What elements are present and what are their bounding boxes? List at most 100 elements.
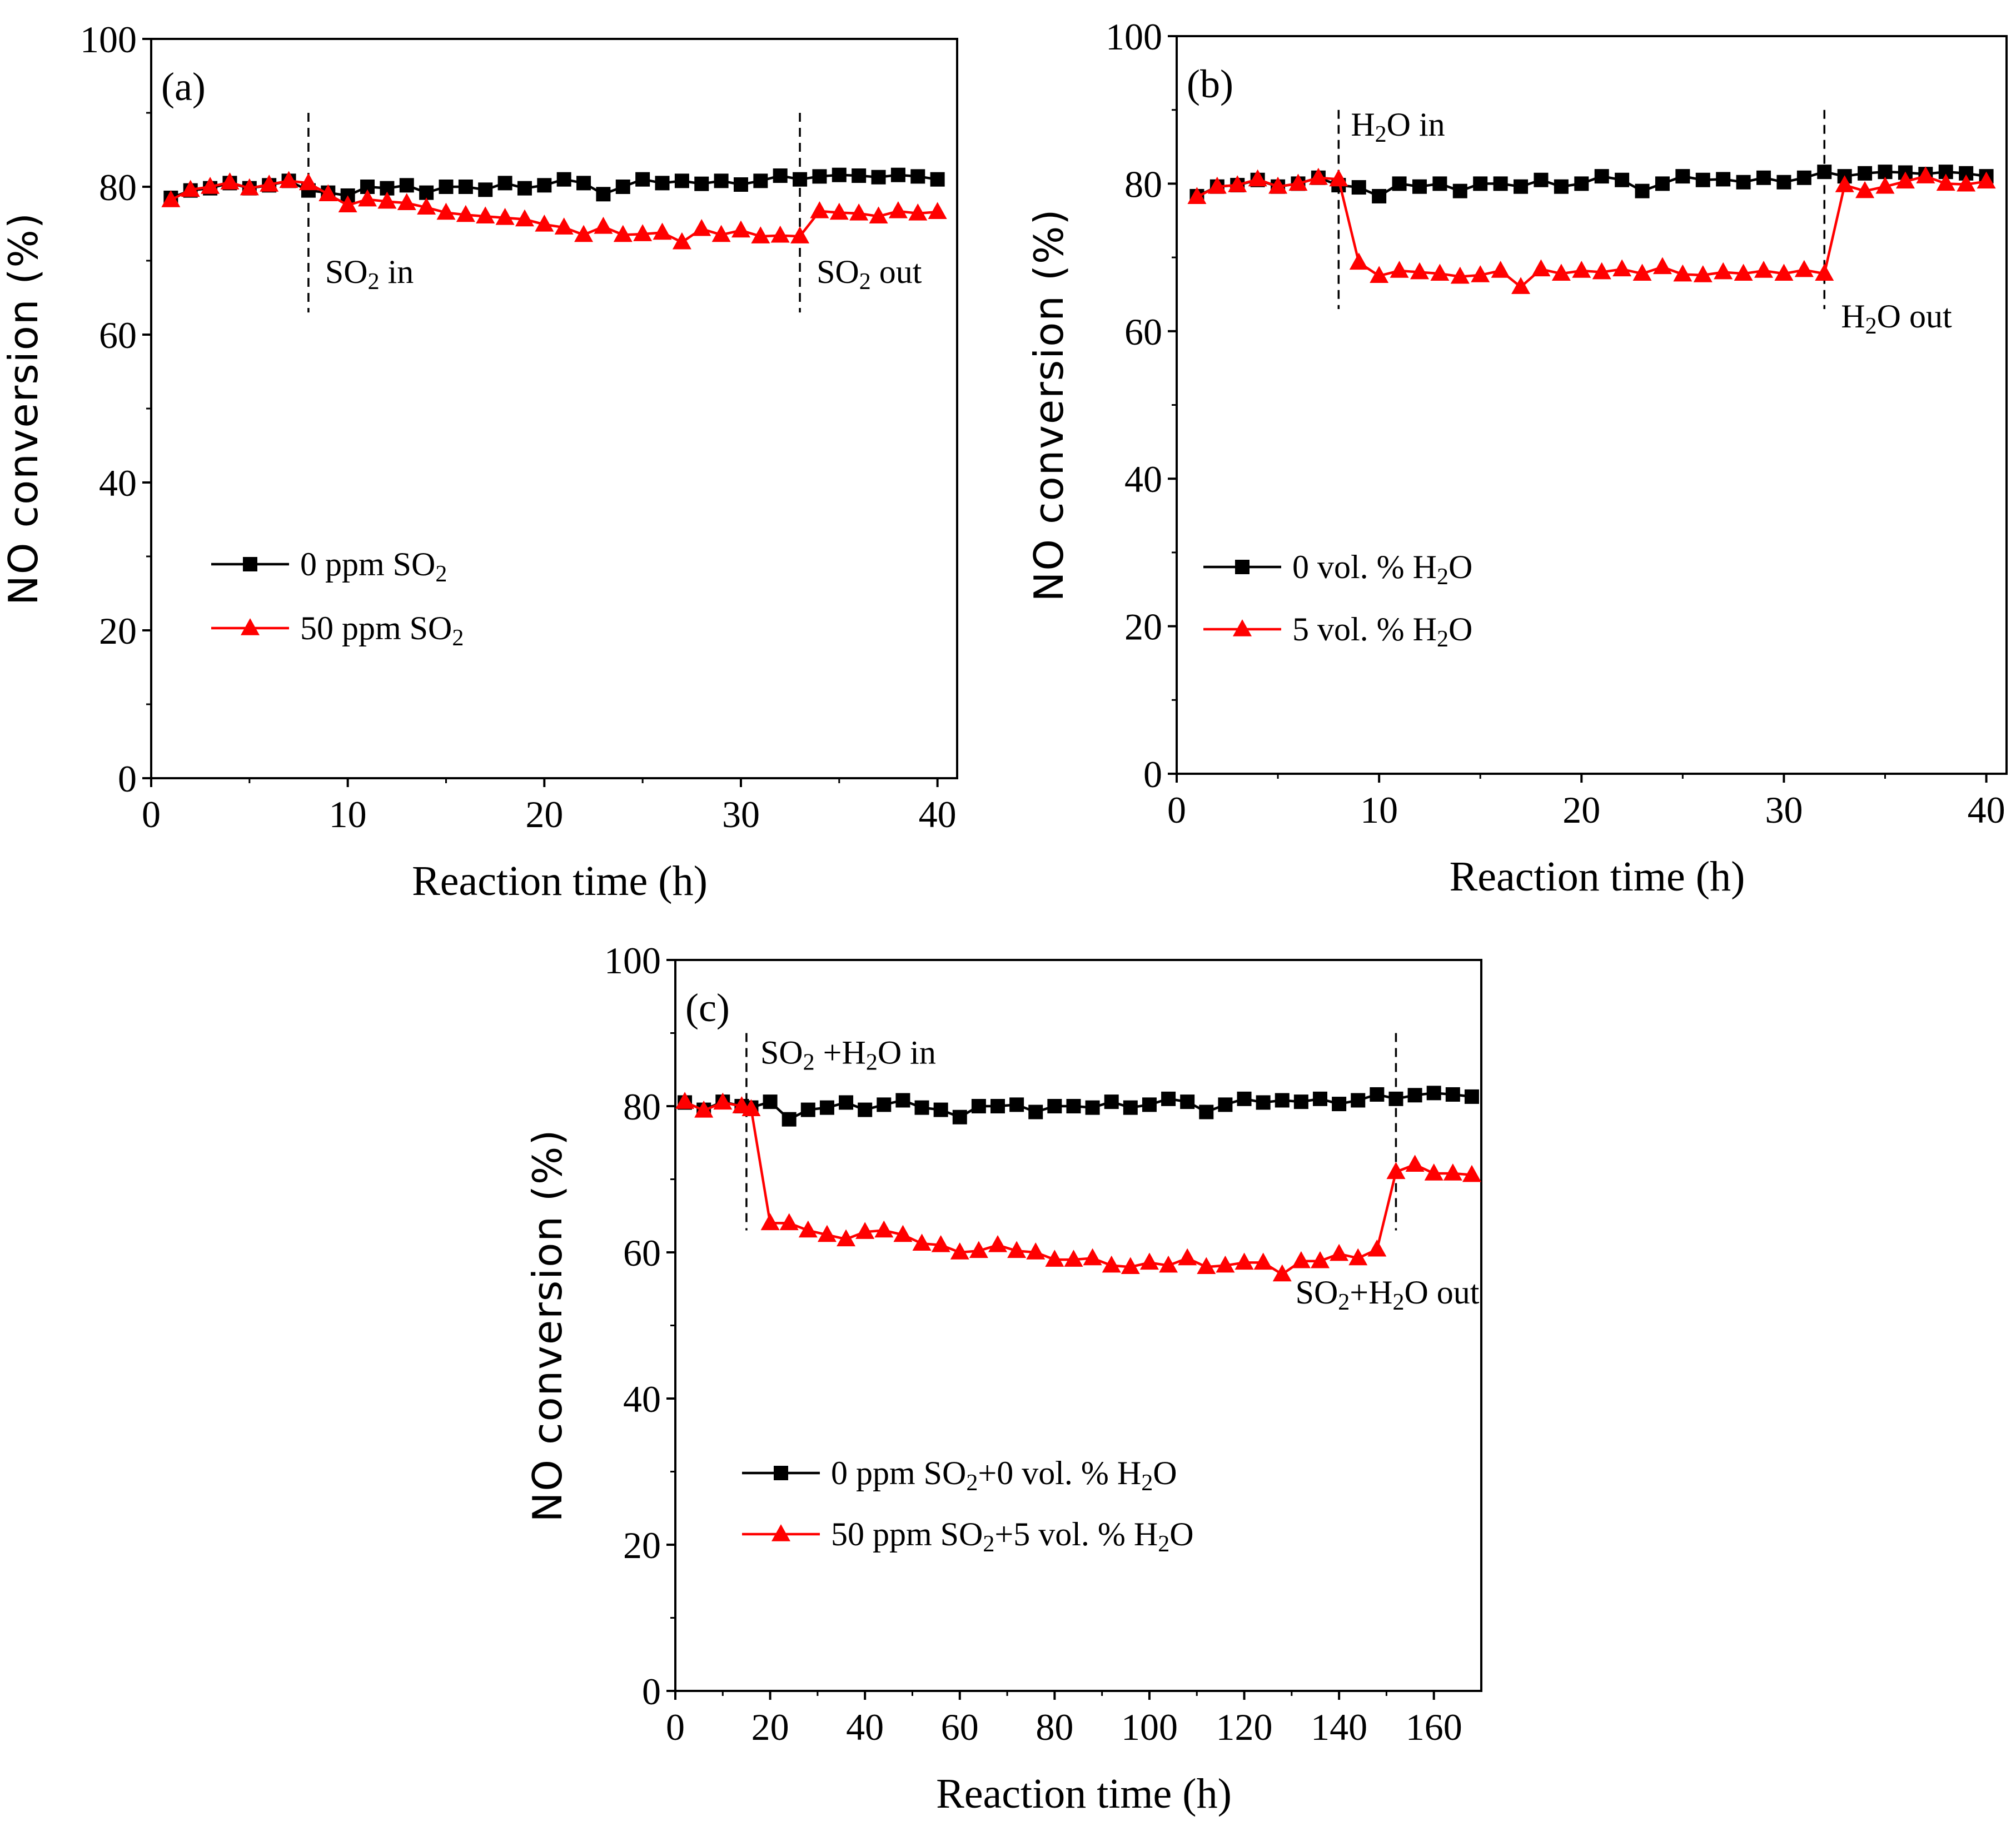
data-point xyxy=(763,1094,778,1109)
data-point xyxy=(1855,181,1875,198)
data-point xyxy=(1102,1255,1121,1273)
data-point xyxy=(594,216,613,234)
data-point xyxy=(790,226,810,243)
x-tick-label: 60 xyxy=(941,1706,979,1748)
data-point xyxy=(1180,1094,1195,1109)
data-point xyxy=(1635,183,1650,198)
data-point xyxy=(912,1233,932,1251)
data-point xyxy=(1275,1093,1290,1108)
data-point xyxy=(1349,252,1368,270)
data-point xyxy=(1332,1097,1347,1112)
data-point xyxy=(1330,1243,1349,1261)
data-point xyxy=(1253,1252,1273,1270)
data-point xyxy=(1471,265,1490,282)
x-axis-title: Reaction time (h) xyxy=(412,858,708,904)
series-line xyxy=(1196,175,1987,289)
series-red-triangles xyxy=(1187,166,1996,294)
data-point xyxy=(1554,179,1569,194)
text-part: +H xyxy=(1350,1274,1392,1311)
data-point xyxy=(952,1109,967,1124)
text-part: O in xyxy=(878,1034,936,1071)
subscript: 2 xyxy=(866,1049,878,1075)
data-point xyxy=(1388,1091,1403,1106)
panel-label: (b) xyxy=(1187,62,1233,106)
data-point xyxy=(1426,1086,1441,1101)
data-point xyxy=(800,1102,815,1117)
text-part: SO xyxy=(1296,1274,1338,1311)
data-point xyxy=(890,167,905,182)
data-point xyxy=(1104,1094,1119,1109)
data-point xyxy=(1612,259,1632,277)
data-point xyxy=(760,1213,780,1231)
data-point xyxy=(1574,176,1589,191)
data-point xyxy=(515,209,534,227)
y-tick-label: 80 xyxy=(623,1086,661,1128)
data-point xyxy=(260,175,279,192)
data-point xyxy=(1066,1099,1081,1113)
data-point xyxy=(692,218,711,236)
data-point xyxy=(714,173,729,188)
data-point xyxy=(478,182,493,197)
data-point xyxy=(1957,174,1976,192)
x-tick-label: 20 xyxy=(525,793,563,835)
data-point xyxy=(893,1225,913,1242)
data-point xyxy=(1754,261,1774,278)
subscript: 2 xyxy=(803,1049,815,1075)
data-point xyxy=(858,1102,873,1117)
text-part: +H xyxy=(815,1034,866,1071)
data-point xyxy=(279,171,298,188)
series-black-squares xyxy=(678,1086,1479,1127)
data-point xyxy=(779,1213,799,1231)
data-point xyxy=(1514,179,1529,194)
data-point xyxy=(1045,1250,1064,1267)
legend-marker-square xyxy=(774,1466,788,1480)
data-point xyxy=(1026,1242,1046,1260)
x-tick-label: 40 xyxy=(846,1706,884,1748)
legend-label: 50 ppm SO2 xyxy=(300,610,464,651)
data-point xyxy=(436,202,456,220)
data-point xyxy=(419,185,434,200)
text-part: O out xyxy=(1404,1274,1479,1311)
y-tick-label: 60 xyxy=(1124,311,1162,353)
data-point xyxy=(1028,1104,1043,1119)
data-point xyxy=(753,173,768,188)
data-point xyxy=(201,177,220,194)
data-point xyxy=(908,203,928,221)
y-tick-label: 60 xyxy=(623,1232,661,1274)
text-part: 0 ppm SO xyxy=(300,546,435,583)
subscript: 2 xyxy=(859,268,871,294)
data-point xyxy=(1047,1099,1062,1113)
data-point xyxy=(741,1099,761,1117)
data-point xyxy=(1895,171,1915,189)
data-point xyxy=(713,1092,733,1110)
x-tick-label: 160 xyxy=(1406,1706,1462,1748)
x-tick-label: 0 xyxy=(142,793,161,835)
data-point xyxy=(1796,170,1811,185)
data-point xyxy=(694,176,709,191)
subscript: 2 xyxy=(1375,122,1387,147)
data-point xyxy=(751,226,770,243)
subscript: 2 xyxy=(983,1531,994,1557)
data-point xyxy=(495,208,515,225)
data-point xyxy=(832,167,847,182)
data-point xyxy=(1464,1089,1479,1104)
x-tick-label: 20 xyxy=(751,1706,789,1748)
y-tick-label: 20 xyxy=(1124,606,1162,648)
x-axis-title: Reaction time (h) xyxy=(1450,853,1745,900)
data-point xyxy=(1256,1095,1271,1110)
series-black-squares xyxy=(163,167,945,205)
data-point xyxy=(1794,260,1814,277)
subscript: 2 xyxy=(1437,564,1448,590)
series-red-triangles xyxy=(161,171,947,250)
text-part: O xyxy=(1169,1516,1193,1553)
data-point xyxy=(1675,169,1690,184)
data-point xyxy=(1858,166,1873,181)
data-point xyxy=(852,168,867,183)
data-point xyxy=(1159,1255,1178,1273)
x-tick-label: 0 xyxy=(666,1706,685,1748)
data-point xyxy=(1693,265,1713,282)
series-black-squares xyxy=(1189,165,1994,203)
legend-marker-triangle xyxy=(1233,619,1252,636)
